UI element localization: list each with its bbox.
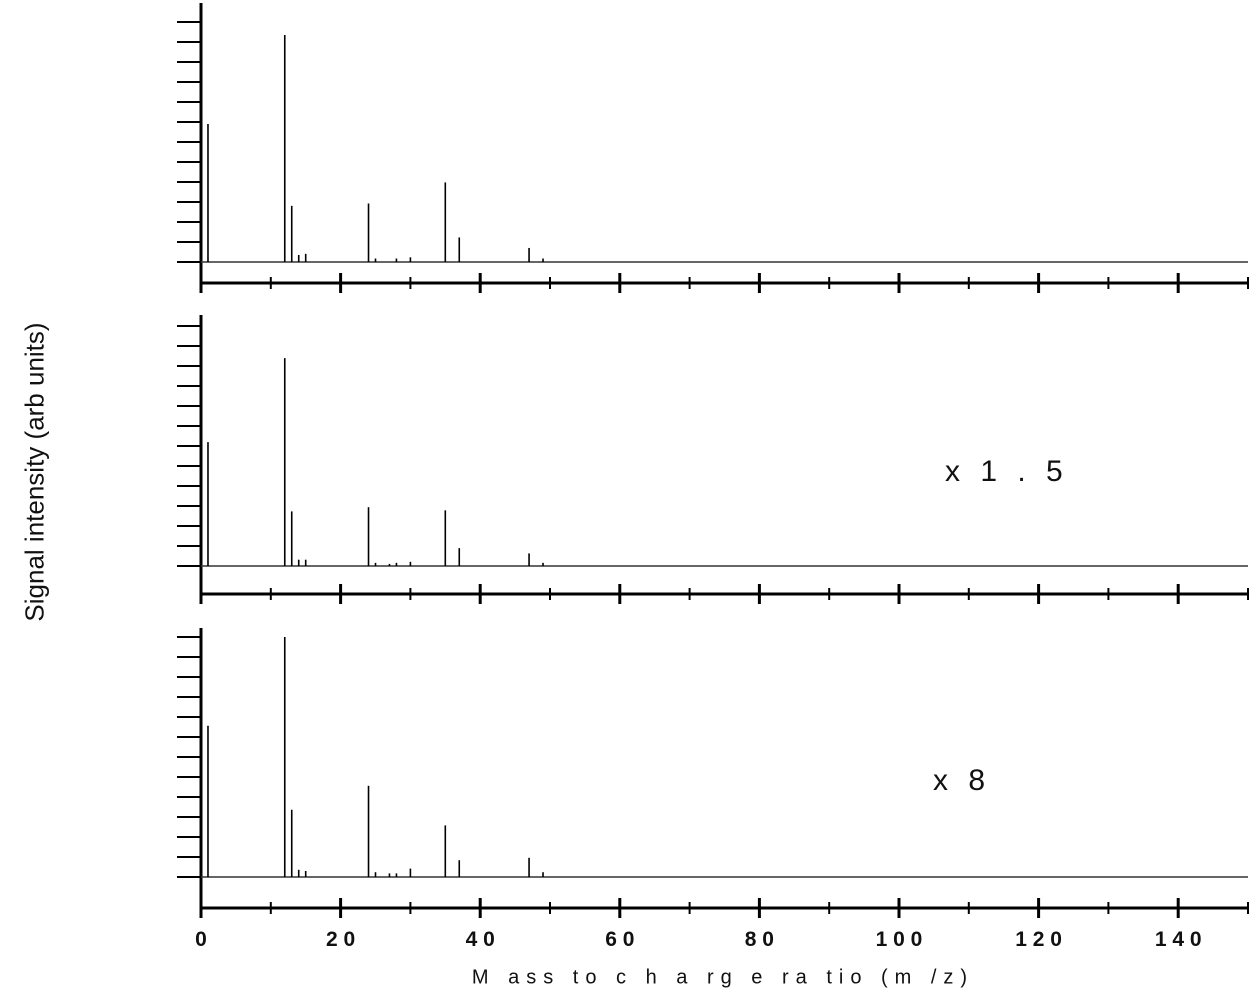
x-axis-label: M ass to c h a rg e ra tio (m /z) [471, 966, 975, 989]
x-tick-label: 6 0 [605, 928, 634, 951]
x-tick-label: 0 [195, 928, 207, 951]
x-tick-label: 4 0 [466, 928, 495, 951]
y-axis-label: Signal intensity (arb units) [19, 322, 50, 622]
x-tick-label: 2 0 [326, 928, 355, 951]
x-tick-label: 1 4 0 [1155, 928, 1202, 951]
x-tick-label: 1 0 0 [876, 928, 923, 951]
panel-3-scale-label: x 8 [933, 764, 992, 797]
x-tick-label: 1 2 0 [1015, 928, 1062, 951]
panel-2-scale-label: x 1 . 5 [945, 455, 1069, 488]
x-tick-label: 8 0 [745, 928, 774, 951]
